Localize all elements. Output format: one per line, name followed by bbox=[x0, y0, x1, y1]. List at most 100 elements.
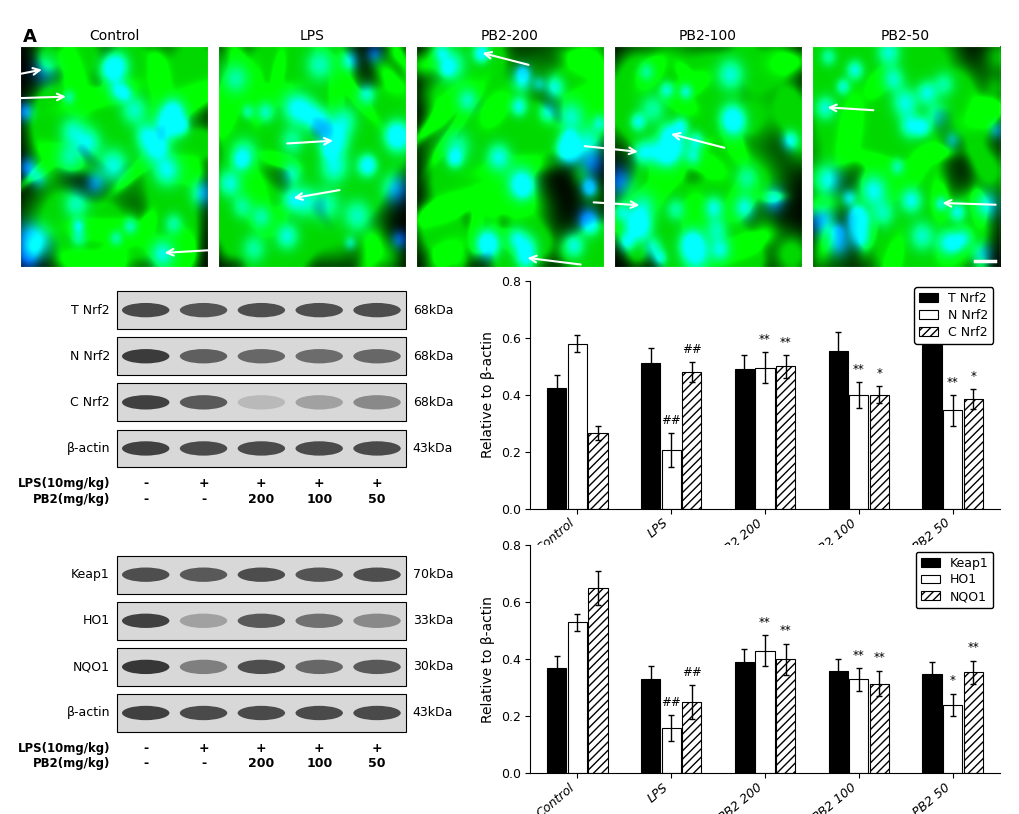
Bar bbox=[546, 667, 566, 773]
Text: -: - bbox=[143, 492, 148, 505]
Text: C Nrf2: C Nrf2 bbox=[70, 396, 110, 409]
Bar bbox=[588, 588, 607, 773]
Bar bbox=[117, 556, 406, 593]
Ellipse shape bbox=[179, 567, 227, 582]
Ellipse shape bbox=[237, 706, 284, 720]
Bar bbox=[869, 684, 889, 773]
Ellipse shape bbox=[179, 303, 227, 317]
Bar bbox=[827, 351, 847, 509]
Ellipse shape bbox=[122, 614, 169, 628]
Text: 30kDa: 30kDa bbox=[413, 660, 452, 673]
Text: **: ** bbox=[758, 616, 770, 629]
Ellipse shape bbox=[353, 706, 400, 720]
Text: -: - bbox=[143, 742, 148, 755]
Bar bbox=[613, 46, 801, 266]
Text: 68kDa: 68kDa bbox=[413, 396, 452, 409]
Ellipse shape bbox=[179, 659, 227, 674]
Legend: T Nrf2, N Nrf2, C Nrf2: T Nrf2, N Nrf2, C Nrf2 bbox=[913, 287, 993, 344]
Ellipse shape bbox=[353, 349, 400, 363]
Text: Control: Control bbox=[89, 29, 140, 43]
Ellipse shape bbox=[237, 303, 284, 317]
Text: **: ** bbox=[872, 651, 884, 664]
Ellipse shape bbox=[237, 659, 284, 674]
Text: *: * bbox=[875, 367, 881, 380]
Ellipse shape bbox=[353, 659, 400, 674]
Text: NQO1: NQO1 bbox=[72, 660, 110, 673]
Text: 100: 100 bbox=[306, 492, 332, 505]
Bar bbox=[827, 671, 847, 773]
Bar bbox=[943, 705, 961, 773]
Bar bbox=[117, 291, 406, 329]
Bar bbox=[640, 679, 659, 773]
Ellipse shape bbox=[179, 614, 227, 628]
Text: **: ** bbox=[852, 363, 864, 376]
Text: **: ** bbox=[966, 641, 978, 654]
Text: +: + bbox=[198, 477, 209, 490]
Text: A: A bbox=[23, 28, 37, 46]
Text: β-actin: β-actin bbox=[66, 442, 110, 455]
Ellipse shape bbox=[122, 303, 169, 317]
Bar bbox=[117, 337, 406, 375]
Ellipse shape bbox=[296, 395, 342, 409]
Ellipse shape bbox=[122, 659, 169, 674]
Text: ##: ## bbox=[660, 696, 681, 709]
Text: PB2-100: PB2-100 bbox=[678, 29, 736, 43]
Bar bbox=[588, 433, 607, 509]
Text: *: * bbox=[969, 370, 975, 383]
Ellipse shape bbox=[237, 349, 284, 363]
Bar bbox=[775, 659, 795, 773]
Bar bbox=[963, 399, 982, 509]
Ellipse shape bbox=[353, 567, 400, 582]
Bar bbox=[849, 395, 867, 509]
Ellipse shape bbox=[296, 614, 342, 628]
Ellipse shape bbox=[179, 441, 227, 456]
Bar bbox=[775, 366, 795, 509]
Bar bbox=[117, 694, 406, 732]
Ellipse shape bbox=[296, 567, 342, 582]
Text: -: - bbox=[143, 477, 148, 490]
Bar bbox=[682, 702, 701, 773]
Y-axis label: Relative to β-actin: Relative to β-actin bbox=[481, 596, 494, 723]
Ellipse shape bbox=[296, 349, 342, 363]
Text: **: ** bbox=[852, 649, 864, 662]
Ellipse shape bbox=[296, 659, 342, 674]
Text: +: + bbox=[371, 742, 382, 755]
Text: N Nrf2: N Nrf2 bbox=[69, 350, 110, 363]
Bar bbox=[661, 728, 680, 773]
Text: +: + bbox=[256, 477, 266, 490]
Bar bbox=[734, 369, 753, 509]
Text: 43kDa: 43kDa bbox=[413, 442, 452, 455]
Ellipse shape bbox=[122, 706, 169, 720]
Ellipse shape bbox=[237, 395, 284, 409]
Bar bbox=[943, 410, 961, 509]
Text: PB2-200: PB2-200 bbox=[481, 29, 538, 43]
Text: HO1: HO1 bbox=[83, 615, 110, 628]
Ellipse shape bbox=[353, 614, 400, 628]
Text: +: + bbox=[371, 477, 382, 490]
Text: ##: ## bbox=[660, 414, 681, 427]
Bar bbox=[20, 46, 208, 266]
Text: LPS: LPS bbox=[300, 29, 324, 43]
Ellipse shape bbox=[237, 441, 284, 456]
Text: -: - bbox=[143, 757, 148, 770]
Text: 50: 50 bbox=[368, 757, 385, 770]
Text: +: + bbox=[314, 477, 324, 490]
Ellipse shape bbox=[179, 349, 227, 363]
Text: **: ** bbox=[779, 624, 791, 637]
Text: **: ** bbox=[779, 335, 791, 348]
Ellipse shape bbox=[179, 395, 227, 409]
Text: 68kDa: 68kDa bbox=[413, 350, 452, 363]
Ellipse shape bbox=[296, 303, 342, 317]
Text: 200: 200 bbox=[248, 757, 274, 770]
Bar bbox=[921, 674, 941, 773]
Ellipse shape bbox=[353, 441, 400, 456]
Bar bbox=[117, 648, 406, 685]
Text: 68kDa: 68kDa bbox=[413, 304, 452, 317]
Text: +: + bbox=[198, 742, 209, 755]
Text: T Nrf2: T Nrf2 bbox=[71, 304, 110, 317]
Legend: Keap1, HO1, NQO1: Keap1, HO1, NQO1 bbox=[915, 552, 993, 608]
Bar bbox=[640, 363, 659, 509]
Ellipse shape bbox=[179, 706, 227, 720]
Text: PB2(mg/kg): PB2(mg/kg) bbox=[33, 492, 110, 505]
Ellipse shape bbox=[296, 706, 342, 720]
